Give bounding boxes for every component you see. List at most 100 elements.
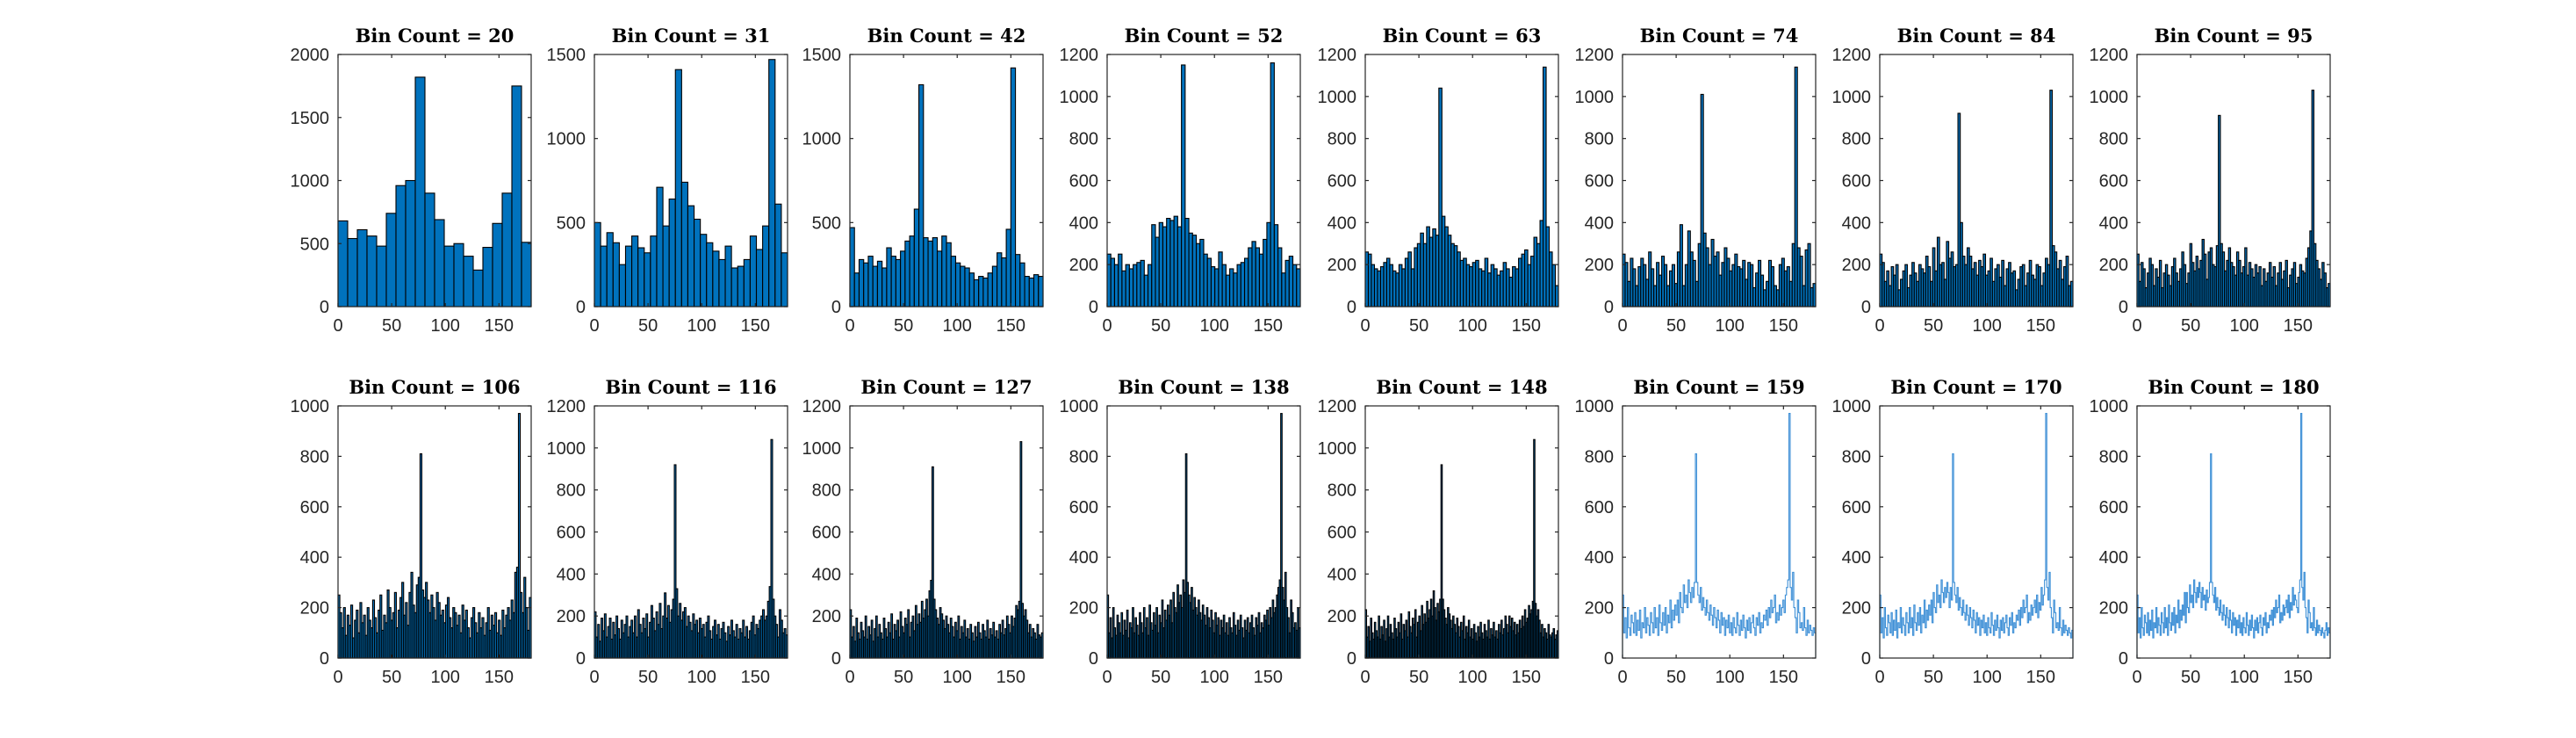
x-tick-label: 150 [1254,316,1283,336]
histogram-bar [881,267,888,308]
histogram-bar [886,247,892,308]
panel-title: Bin Count = 42 [867,25,1026,47]
y-tick-label: 0 [831,649,841,669]
histogram-bar [395,184,407,308]
histogram-bar [1143,274,1149,308]
x-tick-label: 50 [1666,668,1686,687]
histogram-bar [1248,247,1253,308]
histogram-bar [1273,224,1279,308]
histogram-bar [1158,221,1164,308]
x-tick-label: 150 [741,316,770,336]
panel-title: Bin Count = 106 [349,376,520,398]
y-tick-label: 1200 [802,397,842,416]
histogram-bar [904,240,910,308]
panel-title: Bin Count = 95 [2155,25,2313,47]
x-tick-label: 150 [2284,316,2313,336]
histogram-bar [687,205,695,308]
histogram-bar [1263,238,1268,308]
histogram-bar [1251,241,1256,308]
x-tick-label: 150 [997,668,1025,687]
x-tick-label: 50 [1924,316,1943,336]
y-tick-label: 600 [812,524,841,543]
y-tick-label: 600 [2099,498,2128,517]
y-tick-label: 1000 [1060,397,1099,416]
histogram-bar [1284,259,1290,308]
x-tick-label: 0 [2132,316,2141,336]
y-tick-label: 200 [2099,599,2128,619]
y-tick-label: 0 [1347,649,1356,669]
histogram-bar [1118,253,1123,308]
histogram-bar [693,218,702,308]
x-tick-label: 50 [1409,668,1428,687]
histogram-bar [964,267,970,308]
histogram-bar [1173,215,1178,308]
histogram-bar [946,242,952,308]
y-tick-label: 400 [300,548,329,568]
histogram-panel-12: Bin Count = 138 0 50 100 150 0 200 400 600 800 100… [1060,376,1301,687]
y-tick-label: 800 [1585,130,1614,149]
histogram-panel-5: Bin Count = 63 0 50 100 150 0 200 400 600 800 1000… [1318,25,1559,336]
histogram-bar [1258,253,1264,308]
axes-frame [1622,405,1817,659]
y-tick-label: 600 [557,524,586,543]
panel-title: Bin Count = 31 [612,25,771,47]
histogram-bar [858,258,865,308]
histogram-bar [472,269,484,308]
x-tick-label: 50 [2181,316,2200,336]
histogram-bar [1028,277,1035,308]
x-tick-label: 0 [1360,668,1370,687]
x-tick-label: 150 [741,668,770,687]
x-tick-label: 100 [1973,316,2002,336]
histogram-bar [867,256,874,308]
y-tick-label: 500 [812,213,841,233]
y-tick-label: 0 [320,649,329,669]
x-tick-label: 100 [1973,668,2002,687]
y-tick-label: 400 [1069,213,1098,233]
histogram-bar [637,247,645,308]
histogram-bar [631,235,639,308]
histogram-bar [624,245,633,308]
y-tick-label: 0 [2119,649,2128,669]
histogram-bar [927,240,933,308]
y-tick-label: 600 [2099,172,2128,192]
y-tick-label: 1000 [547,439,586,459]
histogram-bar [521,242,532,308]
y-tick-label: 800 [2099,447,2128,467]
axes-frame [2136,405,2331,659]
y-tick-label: 600 [1585,172,1614,192]
histogram-bar [932,236,939,308]
histogram-bar [978,276,984,308]
y-tick-label: 0 [1089,649,1098,669]
x-tick-label: 50 [382,316,401,336]
y-tick-label: 800 [557,481,586,501]
histogram-bar [656,186,664,308]
x-tick-label: 0 [1360,316,1370,336]
histogram-bar [762,225,770,308]
histogram-bar [768,59,776,308]
histogram-bar [405,179,416,308]
panel-title: Bin Count = 180 [2148,376,2319,398]
x-tick-label: 100 [2230,668,2259,687]
x-tick-label: 100 [687,316,716,336]
x-tick-label: 0 [2132,668,2141,687]
histogram-bar [1188,232,1193,308]
histogram-bar [1199,238,1205,308]
axes-frame [1879,405,2074,659]
y-tick-label: 1500 [547,46,586,65]
y-tick-label: 0 [1089,298,1098,317]
x-tick-label: 150 [1254,668,1283,687]
y-tick-label: 1000 [1060,88,1099,107]
x-tick-label: 100 [431,316,460,336]
histogram-bar [718,258,726,308]
histogram-bar [950,256,957,308]
histogram-bar [1195,242,1201,308]
y-tick-label: 500 [300,235,329,254]
histogram-bar [1221,264,1227,308]
x-tick-label: 100 [1458,316,1487,336]
x-tick-label: 150 [2026,668,2055,687]
histogram-bar [1233,272,1238,308]
y-tick-label: 1000 [547,130,586,149]
y-tick-label: 0 [1604,298,1614,317]
histogram-bar [706,242,714,308]
histogram-bar [1266,221,1271,308]
